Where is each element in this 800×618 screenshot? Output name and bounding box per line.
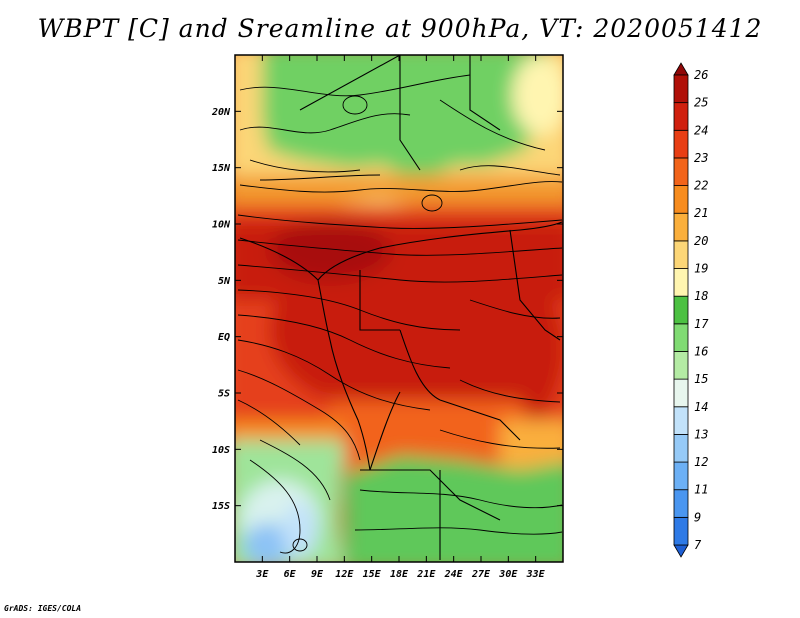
colorbar-arrow-high — [673, 62, 689, 76]
colorbar-label: 17 — [694, 317, 709, 331]
colorbar-label: 16 — [694, 344, 708, 358]
colorbar-label: 9 — [694, 510, 701, 524]
colorbar-box — [673, 406, 689, 435]
country-borders — [239, 55, 563, 560]
colorbar-label: 25 — [694, 96, 708, 110]
colorbar-label: 18 — [694, 289, 708, 303]
colorbar-label: 26 — [694, 68, 708, 82]
colorbar-box — [673, 434, 689, 463]
y-tick-label: EQ — [218, 332, 230, 343]
x-tick-label: 15E — [363, 569, 382, 580]
colorbar-box — [673, 185, 689, 214]
colorbar-label: 23 — [694, 151, 708, 165]
chart-title: WBPT [C] and Sreamline at 900hPa, VT: 20… — [37, 14, 763, 43]
x-tick-label: 21E — [416, 569, 436, 580]
colorbar-label: 19 — [694, 262, 708, 276]
y-tick-label: 5S — [218, 389, 230, 400]
y-tick-label: 10S — [212, 445, 230, 456]
colorbar-label: 15 — [694, 372, 708, 386]
colorbar-box — [673, 351, 689, 380]
colorbar-box — [673, 489, 689, 518]
y-tick-label: 15S — [212, 501, 230, 512]
colorbar-label: 11 — [694, 483, 708, 497]
colorbar-box — [673, 129, 689, 159]
grads-credit: GrADS: IGES/COLA — [4, 604, 82, 613]
colorbar-box — [673, 240, 689, 269]
colorbar-label: 22 — [694, 179, 708, 193]
y-tick-label: 5N — [218, 276, 231, 287]
colorbar-box — [673, 323, 689, 352]
colorbar-label: 7 — [694, 538, 702, 552]
x-tick-label: 18E — [390, 569, 409, 580]
colorbar-arrow-low — [673, 544, 689, 558]
colorbar-label: 12 — [694, 455, 708, 469]
x-tick-label: 33E — [526, 569, 546, 580]
x-tick-label: 30E — [498, 569, 518, 580]
y-tick-label: 10N — [212, 220, 231, 231]
y-tick-label: 15N — [212, 163, 231, 174]
x-tick-label: 24E — [444, 569, 464, 580]
temperature-field — [235, 55, 563, 562]
colorbar-label: 14 — [694, 400, 708, 414]
axis-ticks: 3E 6E 9E 12E 15E 18E 21E 24E 27E 30E 33E 20N 15N 10N 5… — [211, 55, 563, 580]
colorbar-box — [673, 461, 689, 491]
colorbar-box — [673, 378, 689, 408]
colorbar: 7 9 11 12 13 14 15 16 17 18 19 20 21 22 23 24 25 26 — [673, 62, 709, 558]
colorbar-label: 24 — [694, 123, 708, 137]
colorbar-box — [673, 157, 689, 186]
colorbar-label: 20 — [694, 234, 708, 248]
colorbar-box — [673, 74, 689, 104]
colorbar-box — [673, 295, 689, 325]
colorbar-box — [673, 268, 689, 297]
colorbar-box — [673, 516, 689, 546]
colorbar-box — [673, 102, 689, 131]
x-tick-label: 12E — [335, 569, 354, 580]
colorbar-box — [673, 212, 689, 242]
x-tick-label: 9E — [311, 569, 324, 580]
y-tick-label: 20N — [211, 107, 231, 118]
x-tick-label: 6E — [284, 569, 297, 580]
streamlines — [237, 74, 563, 554]
x-tick-label: 27E — [471, 569, 491, 580]
colorbar-label: 21 — [694, 206, 708, 220]
colorbar-label: 13 — [694, 427, 708, 441]
x-tick-label: 3E — [255, 569, 269, 580]
